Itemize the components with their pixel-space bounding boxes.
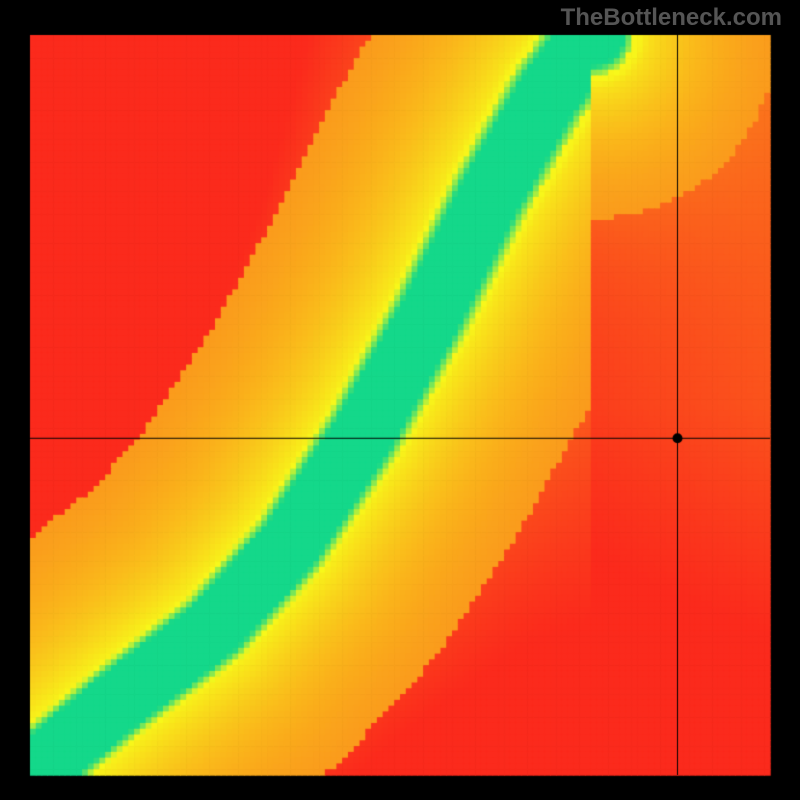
heatmap-canvas <box>0 0 800 800</box>
chart-container: TheBottleneck.com <box>0 0 800 800</box>
watermark-text: TheBottleneck.com <box>561 4 782 32</box>
